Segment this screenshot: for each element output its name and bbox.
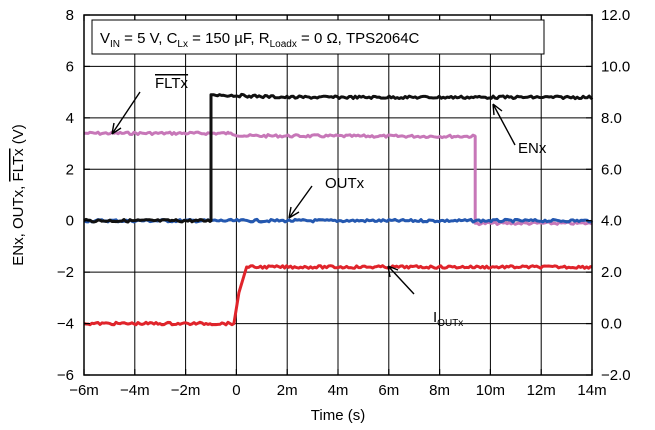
y-right-tick-label: 10.0: [601, 58, 630, 75]
x-tick-label: 2m: [277, 382, 298, 399]
annotation-outx: OUTx: [288, 175, 365, 219]
y-left-tick-labels: −6 −4 −2 0 2 4 6 8: [57, 7, 74, 384]
ylabel-overline-part: FLTx: [10, 148, 27, 182]
y-left-tick-label: 6: [66, 58, 74, 75]
series-line-enx: [83, 92, 594, 224]
series-lines: [83, 92, 594, 327]
y-right-tick-label: 12.0: [601, 7, 630, 24]
y-right-tick-label: −2.0: [601, 367, 631, 384]
x-tick-label: 12m: [527, 382, 556, 399]
y-left-tick-label: −6: [57, 367, 74, 384]
x-tick-label: 8m: [429, 382, 450, 399]
x-tick-label: 14m: [577, 382, 606, 399]
x-tick-label: 10m: [476, 382, 505, 399]
x-tick-label: −4m: [120, 382, 150, 399]
annotation-ioutx: IOUTx: [387, 265, 463, 329]
x-tick-label: −2m: [171, 382, 201, 399]
y-left-tick-label: −4: [57, 316, 74, 333]
annotation-ioutx-label: IOUTx: [433, 309, 463, 329]
axis-ticks: [83, 14, 593, 376]
x-tick-label: 0: [232, 382, 240, 399]
chart-title: VIN = 5 V, CLx = 150 µF, RLoadx = 0 Ω, T…: [100, 30, 420, 50]
grid: [84, 15, 592, 375]
y-left-tick-label: 8: [66, 7, 74, 24]
y-right-tick-labels: −2.0 0.0 2.0 4.0 6.0 8.0 10.0 12.0: [601, 7, 631, 384]
y-left-tick-label: 0: [66, 213, 74, 230]
x-axis-title: Time (s): [311, 407, 365, 424]
x-tick-label: 4m: [328, 382, 349, 399]
y-right-tick-label: 6.0: [601, 161, 622, 178]
annotation-outx-label: OUTx: [325, 175, 365, 192]
y-left-tick-label: −2: [57, 264, 74, 281]
x-tick-label: 6m: [378, 382, 399, 399]
title-box: [91, 19, 545, 55]
y-right-tick-label: 2.0: [601, 264, 622, 281]
y-right-tick-label: 4.0: [601, 213, 622, 230]
annotation-enx-label: ENx: [518, 140, 547, 157]
annotation-fltx-label: FLTx: [155, 75, 189, 92]
series-line-ioutx: [83, 264, 593, 327]
x-tick-label: −6m: [69, 382, 99, 399]
y-left-tick-label: 4: [66, 110, 74, 127]
y-left-tick-label: 2: [66, 161, 74, 178]
y-right-tick-label: 8.0: [601, 110, 622, 127]
annotation-enx: ENx: [492, 103, 547, 157]
y-right-tick-label: 0.0: [601, 316, 622, 333]
series-line-fltx: [84, 130, 593, 227]
y-axis-title-left: ENx, OUTx, FLTx (V): [10, 124, 27, 265]
x-tick-labels: −6m −4m −2m 0 2m 4m 6m 8m 10m 12m 14m: [69, 382, 606, 399]
annotation-fltx: FLTx: [111, 75, 189, 135]
